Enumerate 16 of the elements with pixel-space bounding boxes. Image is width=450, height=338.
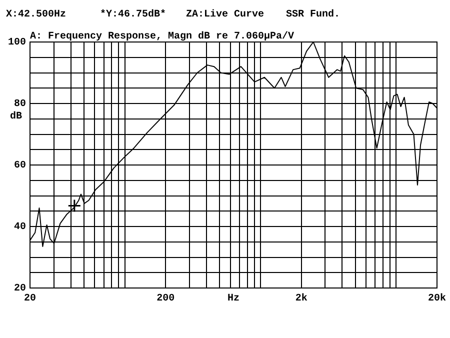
y-tick-label: 100	[8, 38, 26, 49]
x-tick-label: 20	[24, 294, 36, 305]
text: *Y:46.75dB*	[100, 8, 166, 21]
y-tick-label: 20	[14, 284, 26, 295]
x-tick-label: 2k	[295, 292, 308, 305]
x-axis-title: Hz	[227, 294, 240, 305]
y-tick-label: 80	[14, 99, 26, 110]
text: SSR Fund.	[286, 8, 340, 21]
text: ZA:Live Curve	[186, 8, 264, 21]
x-tick-label: 200	[156, 294, 175, 305]
chart-title: A: Frequency Response, Magn dB re 7.060µPa/V	[30, 30, 294, 43]
y-tick-label: 40	[14, 222, 26, 234]
text: X:42.500Hz	[6, 10, 66, 21]
y-tick-label: 60	[14, 160, 26, 172]
x-tick-label: 20k	[428, 292, 446, 305]
y-axis-title: dB	[10, 110, 22, 122]
